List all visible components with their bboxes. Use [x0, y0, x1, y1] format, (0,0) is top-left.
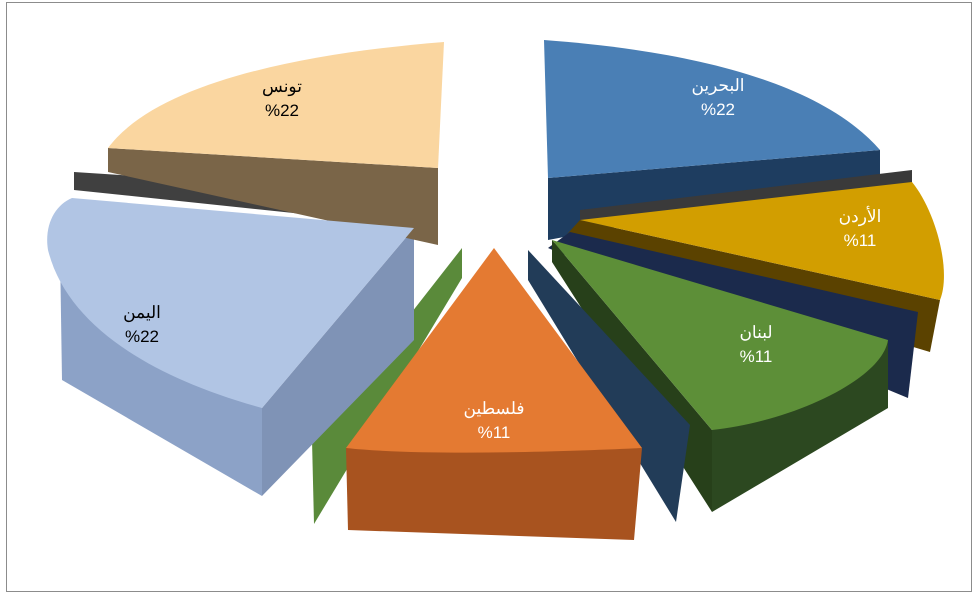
- label-yemen-value: %22: [125, 327, 159, 346]
- slice-bahrain[interactable]: [544, 40, 880, 178]
- data-labels: البحرين %22 الأردن %11 لبنان %11 فلسطين …: [123, 76, 881, 442]
- label-lebanon-value: %11: [740, 347, 773, 366]
- slice-palestine[interactable]: [346, 248, 642, 453]
- label-palestine-name: فلسطين: [464, 399, 525, 419]
- label-bahrain-name: البحرين: [691, 76, 744, 96]
- label-palestine-value: %11: [478, 423, 511, 442]
- slice-jordan[interactable]: [580, 182, 944, 300]
- slice-yemen[interactable]: [47, 198, 414, 408]
- label-tunisia-value: %22: [265, 101, 299, 120]
- label-tunisia-name: تونس: [262, 77, 302, 97]
- label-bahrain-value: %22: [701, 100, 735, 119]
- label-jordan-value: %11: [844, 231, 877, 250]
- slice-tops: [47, 40, 944, 453]
- label-lebanon-name: لبنان: [739, 323, 772, 342]
- slice-tunisia[interactable]: [108, 42, 444, 168]
- slice-lebanon[interactable]: [552, 240, 888, 430]
- label-yemen-name: اليمن: [123, 303, 161, 323]
- label-jordan-name: الأردن: [839, 206, 882, 227]
